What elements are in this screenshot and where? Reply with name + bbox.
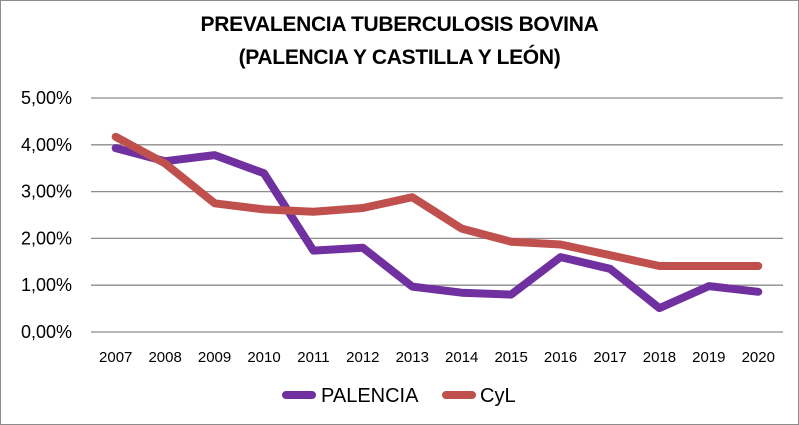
y-tick-label: 1,00% bbox=[21, 275, 72, 295]
y-tick-label: 4,00% bbox=[21, 135, 72, 155]
x-tick-label: 2013 bbox=[396, 349, 429, 366]
x-tick-label: 2007 bbox=[99, 349, 132, 366]
y-tick-label: 3,00% bbox=[21, 182, 72, 202]
legend-label: PALENCIA bbox=[321, 385, 419, 407]
series-lines bbox=[111, 132, 763, 313]
x-tick-label: 2012 bbox=[346, 349, 379, 366]
x-tick-label: 2019 bbox=[692, 349, 725, 366]
series-line-cyl bbox=[111, 132, 763, 270]
x-tick-label: 2018 bbox=[643, 349, 676, 366]
y-tick-label: 0,00% bbox=[21, 322, 72, 342]
y-tick-label: 2,00% bbox=[21, 228, 72, 248]
x-tick-label: 2016 bbox=[544, 349, 577, 366]
x-tick-label: 2015 bbox=[494, 349, 527, 366]
x-tick-label: 2014 bbox=[445, 349, 478, 366]
legend-label: CyL bbox=[480, 385, 516, 407]
x-tick-label: 2017 bbox=[593, 349, 626, 366]
series-line-palencia bbox=[111, 144, 763, 313]
x-tick-label: 2010 bbox=[247, 349, 280, 366]
x-tick-label: 2009 bbox=[198, 349, 231, 366]
x-axis: 2007 2008 2009 2010 2011 2012 2013 2014 2015 2016… bbox=[99, 349, 775, 366]
y-axis: 0,00% 1,00% 2,00% 3,00% 4,00% 5,00% bbox=[21, 88, 72, 342]
x-tick-label: 2020 bbox=[742, 349, 775, 366]
gridlines bbox=[91, 97, 783, 333]
x-tick-label: 2011 bbox=[297, 349, 329, 366]
y-tick-label: 5,00% bbox=[21, 88, 72, 108]
chart-title: PREVALENCIA TUBERCULOSIS BOVINA bbox=[200, 13, 599, 36]
x-tick-label: 2008 bbox=[148, 349, 181, 366]
legend: PALENCIA CyL bbox=[282, 385, 516, 407]
legend-item-palencia: PALENCIA bbox=[282, 385, 419, 407]
chart-subtitle: (PALENCIA Y CASTILLA Y LEÓN) bbox=[238, 46, 561, 69]
legend-item-cyl: CyL bbox=[442, 385, 516, 407]
